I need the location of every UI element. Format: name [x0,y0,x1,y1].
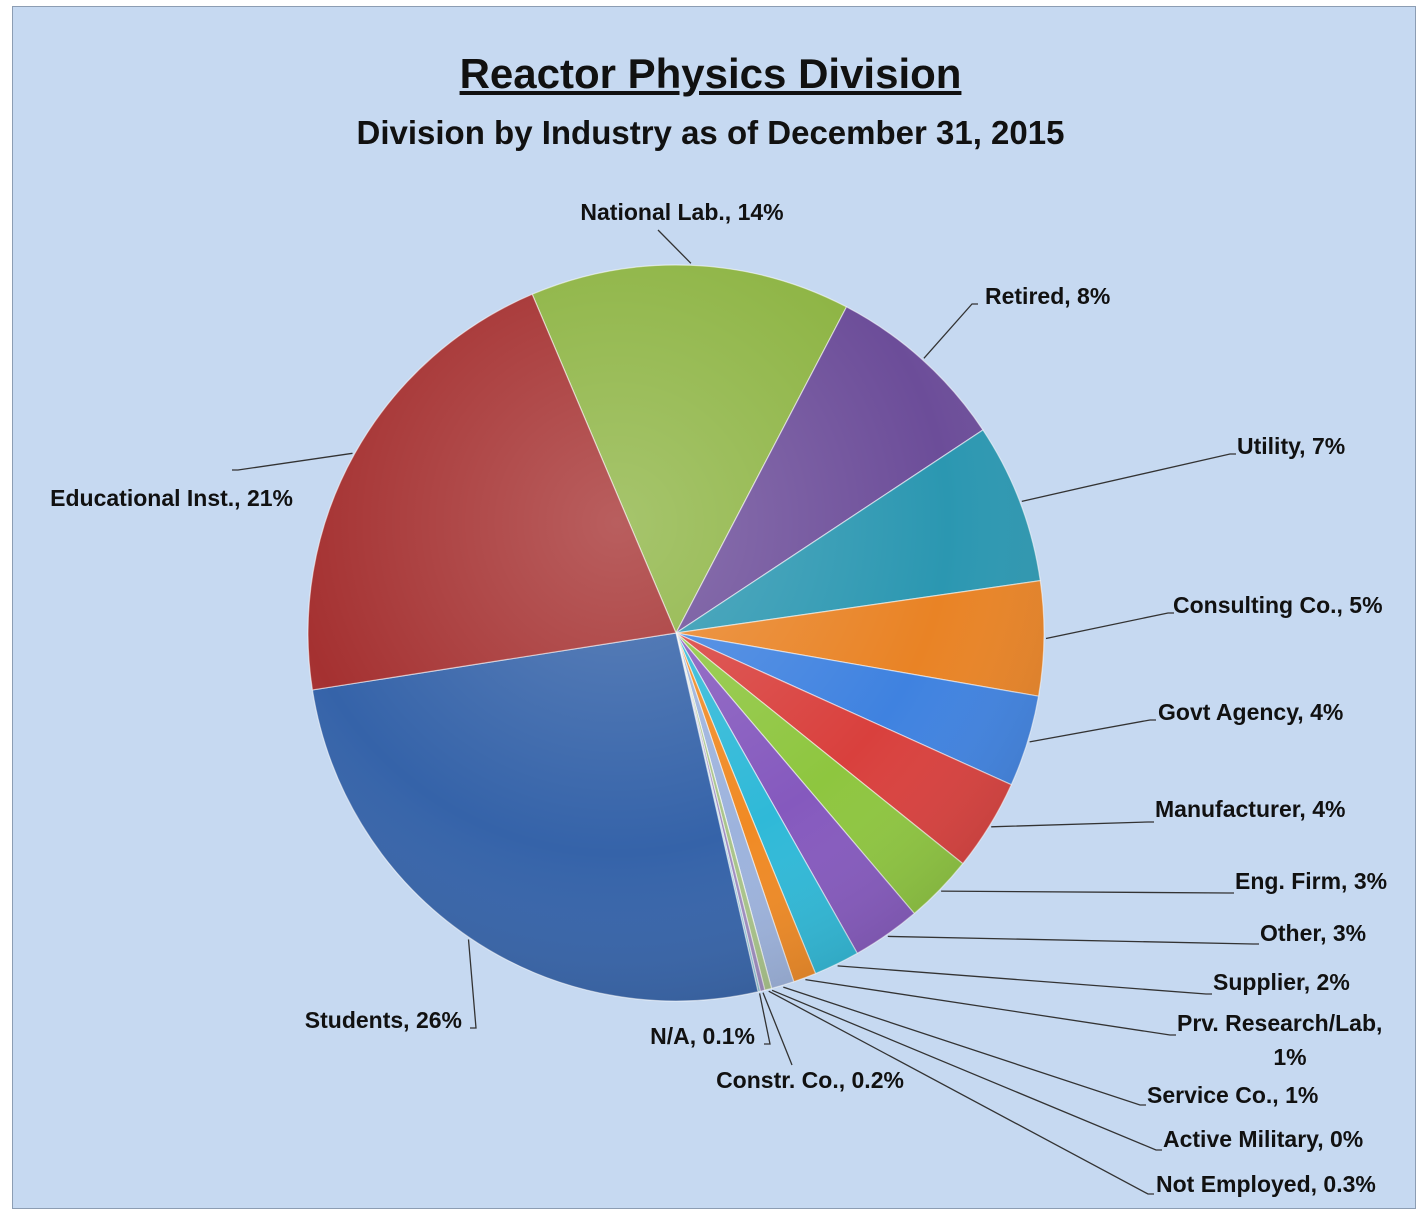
slice-label: Manufacturer, 4% [1155,796,1345,822]
leader-line [762,992,793,1066]
leader-line [783,986,1146,1106]
leader-line [771,989,1162,1151]
slice-label: National Lab., 14% [580,199,783,225]
leader-line [232,452,353,471]
slice-label: Consulting Co., 5% [1173,592,1383,618]
slice-label: Supplier, 2% [1213,969,1350,995]
leader-line [1029,719,1156,743]
leader-line [805,978,1176,1036]
slice-label: Govt Agency, 4% [1158,699,1343,725]
leader-line [657,229,692,264]
leader-line [758,993,771,1045]
slice-label: Prv. Research/Lab, 1% [1177,1010,1382,1070]
leader-line [941,890,1234,894]
slice-label: Constr. Co., 0.2% [716,1067,904,1093]
leader-line [887,935,1259,945]
leader-line [768,990,1154,1195]
chart-subtitle: Division by Industry as of December 31, … [356,114,1065,151]
leader-line [837,965,1212,995]
leader-line [1045,612,1174,640]
leader-line [467,939,477,1029]
leader-line [991,821,1154,828]
slice-label: N/A, 0.1% [650,1023,755,1049]
leader-line [923,303,978,359]
slice-label: Educational Inst., 21% [50,485,293,511]
slice-label: Service Co., 1% [1147,1082,1318,1108]
chart-title: Reactor Physics Division [459,50,962,97]
slice-label: Active Military, 0% [1163,1126,1363,1152]
leader-line [1021,453,1236,503]
slice-label: Utility, 7% [1237,433,1345,459]
slice-label: Other, 3% [1260,920,1366,946]
slice-label: Eng. Firm, 3% [1235,868,1387,894]
slice-label: Students, 26% [305,1007,462,1033]
slice-label: Retired, 8% [985,283,1110,309]
slice-label: Not Employed, 0.3% [1156,1171,1376,1197]
